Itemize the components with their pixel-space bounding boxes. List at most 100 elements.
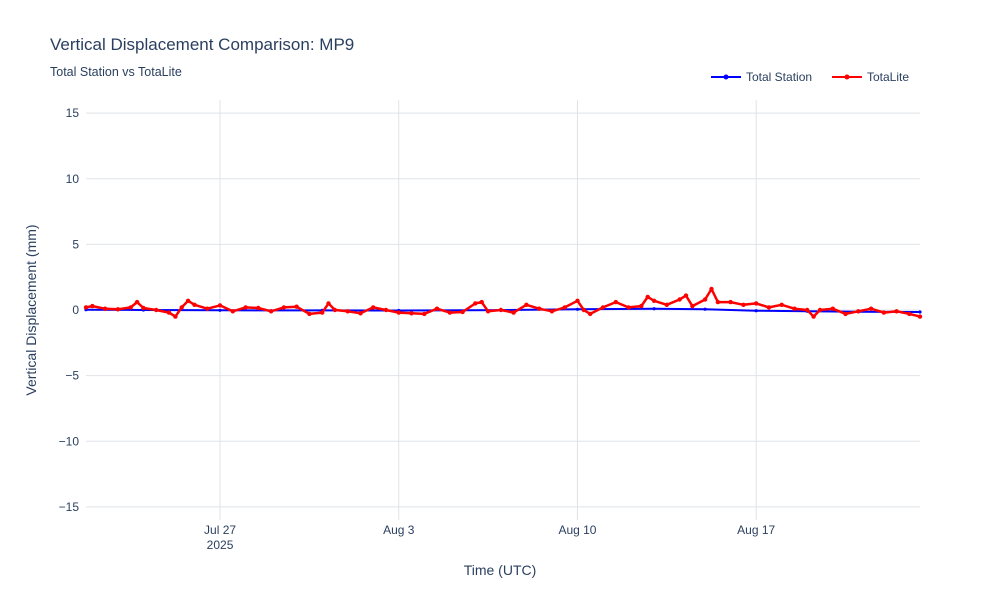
data-point-total-station xyxy=(918,310,922,314)
data-point-totalite xyxy=(575,298,580,303)
data-point-totalite xyxy=(702,297,708,302)
x-tick-label: Aug 17 xyxy=(737,523,775,537)
chart-title: Vertical Displacement Comparison: MP9 xyxy=(50,35,354,54)
data-point-totalite xyxy=(230,309,235,314)
data-point-totalite xyxy=(613,299,618,305)
legend-label-totalite: TotaLite xyxy=(867,70,909,84)
data-point-totalite xyxy=(307,311,312,317)
data-point-totalite xyxy=(741,302,746,307)
data-point-totalite xyxy=(434,306,440,311)
data-point-totalite xyxy=(524,302,529,307)
data-point-totalite xyxy=(677,297,682,302)
data-point-totalite xyxy=(134,299,140,305)
data-point-totalite xyxy=(173,314,178,319)
data-point-totalite xyxy=(217,303,223,308)
data-point-totalite xyxy=(600,305,606,310)
data-point-totalite xyxy=(185,298,191,303)
data-point-totalite xyxy=(281,305,287,310)
x-tick-label: Jul 27 xyxy=(204,523,236,537)
x-tick-label: Aug 3 xyxy=(383,523,415,537)
data-point-totalite xyxy=(537,306,542,311)
data-point-totalite xyxy=(709,286,714,292)
data-point-totalite xyxy=(754,301,759,306)
data-point-totalite xyxy=(626,305,631,310)
data-point-totalite xyxy=(728,299,733,305)
data-point-totalite xyxy=(830,306,835,311)
y-axis: 15 10 5 0 −5 −10 −15 xyxy=(59,106,80,514)
data-point-totalite xyxy=(320,310,325,315)
data-point-totalite xyxy=(102,306,108,311)
data-point-totalite xyxy=(843,311,848,317)
data-point-totalite xyxy=(588,311,593,317)
data-point-totalite xyxy=(792,306,797,311)
data-point-total-station xyxy=(652,307,656,311)
data-point-totalite xyxy=(460,309,465,315)
data-point-totalite xyxy=(664,302,669,307)
data-point-totalite xyxy=(447,310,452,315)
data-point-totalite xyxy=(645,294,650,300)
data-point-totalite xyxy=(128,305,133,310)
data-point-totalite xyxy=(715,299,721,305)
data-point-totalite xyxy=(881,310,886,315)
data-point-totalite xyxy=(396,310,401,315)
x-axis-title: Time (UTC) xyxy=(464,562,537,578)
data-point-totalite xyxy=(83,305,89,310)
y-tick-label: 0 xyxy=(72,303,79,317)
data-point-total-station xyxy=(575,307,580,311)
data-point-totalite xyxy=(345,309,350,314)
data-point-totalite xyxy=(192,302,197,307)
data-point-totalite xyxy=(154,307,159,313)
data-point-totalite xyxy=(326,301,331,306)
legend-label-total-station: Total Station xyxy=(746,70,812,84)
y-tick-label: −10 xyxy=(59,434,80,448)
data-point-totalite xyxy=(243,305,248,310)
data-point-totalite xyxy=(179,305,184,310)
legend-item-totalite[interactable]: TotaLite xyxy=(832,70,909,84)
legend-marker-total-station xyxy=(723,74,729,80)
data-point-totalite xyxy=(498,307,504,313)
data-point-totalite xyxy=(779,302,784,307)
data-point-totalite xyxy=(805,307,810,313)
data-point-total-station xyxy=(218,308,222,312)
data-point-totalite xyxy=(917,314,923,319)
y-tick-label: −5 xyxy=(65,369,79,383)
plot-area xyxy=(83,286,923,319)
data-point-totalite xyxy=(856,309,861,314)
legend-marker-totalite xyxy=(844,74,850,80)
chart-subtitle: Total Station vs TotaLite xyxy=(50,65,182,79)
data-point-totalite xyxy=(479,299,484,305)
y-tick-label: 5 xyxy=(72,237,79,251)
data-point-totalite xyxy=(562,305,567,310)
data-point-totalite xyxy=(371,305,376,310)
data-point-total-station xyxy=(703,307,707,311)
data-point-totalite xyxy=(639,303,644,309)
data-point-totalite xyxy=(811,314,816,319)
data-point-totalite xyxy=(868,306,874,311)
data-point-totalite xyxy=(409,311,414,316)
x-tick-label: Aug 10 xyxy=(558,523,596,537)
series-line-totalite xyxy=(85,287,921,318)
data-point-totalite xyxy=(256,305,261,311)
data-point-totalite xyxy=(358,311,363,316)
data-point-totalite xyxy=(294,304,299,309)
data-point-totalite xyxy=(817,307,823,313)
data-point-totalite xyxy=(141,305,146,311)
data-point-totalite xyxy=(651,298,657,303)
legend[interactable]: Total Station TotaLite xyxy=(711,70,909,84)
y-tick-label: −15 xyxy=(59,500,80,514)
data-point-totalite xyxy=(766,305,772,310)
data-point-totalite xyxy=(690,303,695,309)
data-point-totalite xyxy=(422,311,427,317)
data-point-total-station xyxy=(754,309,758,313)
data-point-totalite xyxy=(268,309,274,314)
y-tick-label: 10 xyxy=(66,172,80,186)
legend-item-total-station[interactable]: Total Station xyxy=(711,70,812,84)
data-point-totalite xyxy=(115,307,121,312)
data-point-totalite xyxy=(205,306,210,311)
data-point-totalite xyxy=(907,311,912,317)
x-tick-sublabel: 2025 xyxy=(207,538,234,552)
data-point-totalite xyxy=(581,307,586,313)
data-point-totalite xyxy=(383,307,389,313)
